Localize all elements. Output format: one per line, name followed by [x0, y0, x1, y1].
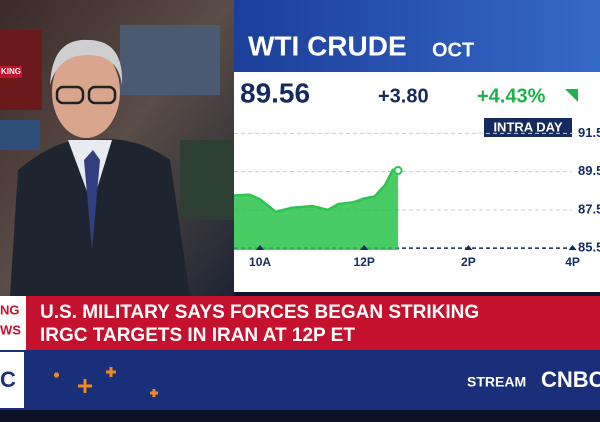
- anchor-face: [52, 46, 120, 138]
- anchor-tie: [84, 150, 100, 250]
- breaking-label: NG: [0, 302, 20, 317]
- logo-box: [0, 352, 24, 408]
- chart-subtitle: OCT: [432, 39, 474, 61]
- bottom-strip: [0, 410, 600, 422]
- brand-bar: [0, 350, 600, 410]
- chart-header: [234, 0, 600, 72]
- y-tick-label: 89.5: [578, 163, 600, 178]
- price: 89.56: [240, 77, 310, 108]
- studio-monitor: [0, 120, 40, 150]
- headline-line: IRGC TARGETS IN IRAN AT 12P ET: [40, 325, 355, 346]
- range-label-bg: [484, 118, 572, 137]
- chart-panel: [234, 72, 600, 292]
- x-tick: [360, 245, 369, 250]
- y-tick-label: 91.5: [578, 125, 600, 140]
- x-tick-label: 12P: [354, 255, 375, 269]
- x-tick-label: 10A: [249, 255, 271, 269]
- stream-label: STREAM: [467, 374, 526, 390]
- breaking-box: [0, 296, 26, 350]
- corner-tag: KING: [1, 67, 21, 76]
- anchor-suit: [10, 139, 190, 296]
- decoration: [54, 367, 158, 397]
- x-tick: [568, 245, 577, 250]
- breaking-label: WS: [0, 322, 21, 337]
- y-tick-label: 85.5: [578, 240, 600, 255]
- side-logo: C: [0, 367, 16, 392]
- x-tick: [464, 245, 473, 250]
- plot: 85.5 87.5 89.5 91.5 10A 12P 2P 4P: [233, 125, 600, 269]
- x-tick-label: 2P: [461, 255, 476, 269]
- x-tick-label: 4P: [565, 255, 580, 269]
- anchor-hair: [50, 39, 123, 85]
- up-arrow: [565, 89, 578, 102]
- corner-tag-bg: [0, 66, 22, 78]
- line: [233, 168, 399, 214]
- chart-title: WTI CRUDE: [248, 30, 407, 61]
- area: [234, 169, 399, 250]
- change: +3.80: [378, 85, 429, 107]
- anchor-glasses: [55, 85, 85, 105]
- headline-bar: [0, 296, 600, 350]
- change-pct: +4.43%: [477, 85, 546, 107]
- studio-monitor: [180, 140, 234, 220]
- x-tick: [256, 245, 265, 250]
- range-label: INTRA DAY: [493, 119, 562, 134]
- headline-line: U.S. MILITARY SAYS FORCES BEGAN STRIKING: [40, 302, 479, 323]
- anchor-glasses: [87, 85, 117, 105]
- last-point: [393, 165, 403, 175]
- y-tick-label: 87.5: [578, 201, 600, 216]
- studio-screen: [120, 25, 220, 95]
- network-logo: CNBC: [541, 367, 600, 392]
